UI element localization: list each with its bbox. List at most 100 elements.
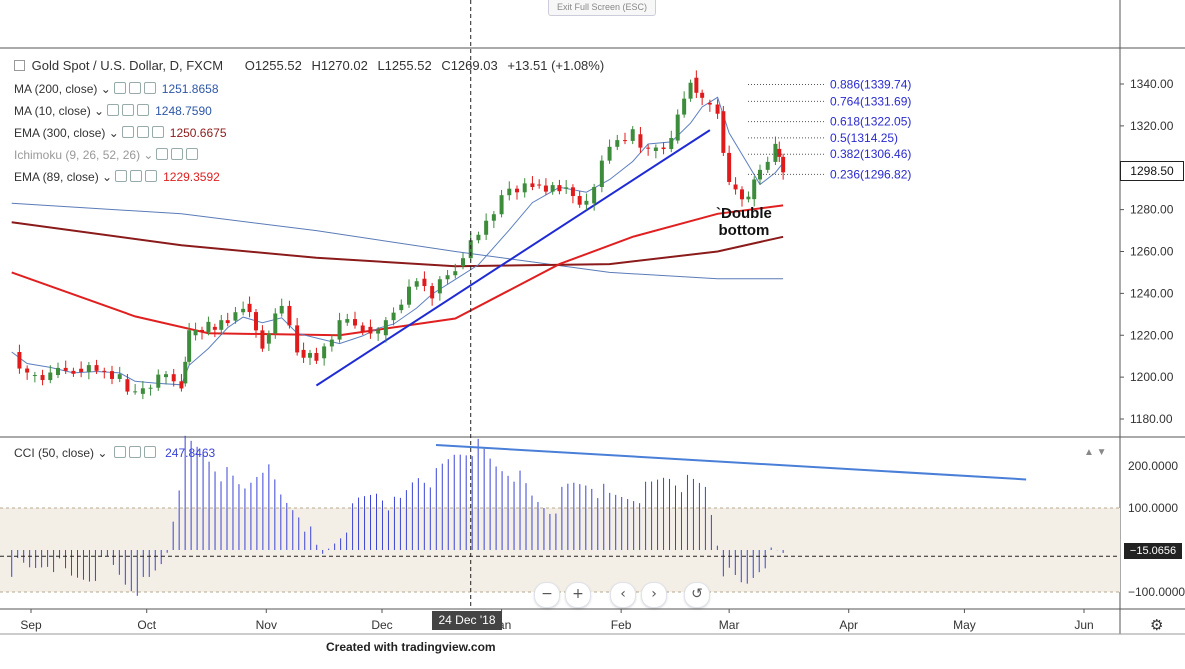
fib-level-label: 0.764(1331.69): [830, 94, 911, 108]
remove-icon[interactable]: [137, 104, 150, 116]
time-tick-label: Oct: [137, 618, 156, 632]
crosshair-date-label: 24 Dec '18: [432, 611, 502, 630]
pane-controls[interactable]: ▲ ▼: [1084, 447, 1107, 458]
candle-body: [623, 140, 627, 142]
fib-level-label: 0.382(1306.46): [830, 147, 911, 161]
candle-body: [700, 92, 705, 98]
footer-credit: Created with tradingview.com: [326, 640, 496, 654]
candle-body: [522, 183, 527, 193]
indicator-label[interactable]: EMA (89, close) ⌄: [14, 170, 113, 184]
candle-body: [63, 367, 68, 371]
cci-value: 247.8463: [165, 446, 216, 460]
remove-icon[interactable]: [145, 170, 158, 182]
candle-body: [247, 303, 252, 313]
candle-body: [773, 143, 778, 162]
indicator-label[interactable]: MA (200, close) ⌄: [14, 82, 111, 96]
candle-body: [430, 286, 435, 299]
candle-body: [461, 258, 465, 267]
candle-body: [273, 313, 278, 334]
double-bottom-annotation: `Double bottom: [716, 205, 772, 239]
cci-current-label: −15.0656: [1124, 543, 1182, 559]
candle-body: [515, 188, 519, 193]
candle-body: [25, 368, 30, 373]
indicator-label[interactable]: EMA (300, close) ⌄: [14, 126, 119, 140]
indicator-label[interactable]: Ichimoku (9, 26, 52, 26) ⌄: [14, 148, 154, 162]
candle-body: [94, 365, 99, 371]
candle-body: [476, 234, 481, 241]
candle-body: [279, 305, 284, 314]
price-tick-label: 1280.00: [1130, 203, 1174, 217]
remove-icon[interactable]: [143, 82, 156, 94]
candle-body: [329, 339, 334, 347]
gear-icon[interactable]: ⚙: [1150, 616, 1164, 634]
candle-body: [266, 333, 271, 344]
candle-body: [682, 98, 687, 115]
current-price-label: 1298.50: [1120, 161, 1184, 181]
remove-icon[interactable]: [151, 126, 164, 138]
candle-body: [254, 312, 258, 331]
candle-body: [740, 189, 744, 200]
eye-icon[interactable]: [156, 148, 169, 160]
candle-body: [376, 330, 381, 334]
candle-body: [48, 372, 53, 381]
fib-level-label: 0.5(1314.25): [830, 131, 898, 145]
symbol-header: Gold Spot / U.S. Dollar, D, FXCM O1255.5…: [14, 58, 604, 73]
candle-body: [537, 184, 542, 186]
candle-body: [360, 325, 365, 332]
remove-icon[interactable]: [143, 446, 156, 458]
settings-small-icon[interactable]: [130, 170, 143, 182]
ohlc-open: O1255.52: [244, 58, 302, 73]
settings-small-icon[interactable]: [128, 82, 141, 94]
indicator-value: 1250.6675: [169, 126, 227, 140]
candle-body: [212, 326, 217, 330]
exit-fullscreen-button[interactable]: Exit Full Screen (ESC): [548, 0, 656, 16]
candle-body: [125, 379, 130, 392]
settings-small-icon[interactable]: [122, 104, 135, 116]
cci-label[interactable]: CCI (50, close): [14, 446, 95, 460]
remove-icon[interactable]: [186, 148, 199, 160]
eye-icon[interactable]: [113, 82, 126, 94]
candle-body: [308, 352, 312, 358]
cci-resistance-trendline: [435, 444, 1027, 481]
indicator-legend-row: Ichimoku (9, 26, 52, 26) ⌄: [14, 148, 204, 162]
eye-icon[interactable]: [107, 104, 120, 116]
candle-body: [219, 320, 224, 330]
cci-band: [0, 508, 1120, 592]
price-tick-label: 1320.00: [1130, 119, 1174, 133]
zoom-out-button[interactable]: −: [534, 582, 560, 608]
ma200-line: [11, 202, 784, 280]
eye-icon[interactable]: [115, 170, 128, 182]
indicator-label[interactable]: MA (10, close) ⌄: [14, 104, 105, 118]
candle-body: [206, 321, 211, 333]
eye-icon[interactable]: [113, 446, 126, 458]
candle-body: [615, 140, 620, 147]
annotation-line2: bottom: [718, 222, 770, 239]
scroll-right-button[interactable]: ›: [641, 582, 667, 608]
eye-icon[interactable]: [121, 126, 134, 138]
settings-small-icon[interactable]: [171, 148, 184, 160]
reset-button[interactable]: ↺: [684, 582, 710, 608]
time-tick-label: Jun: [1074, 618, 1093, 632]
candle-body: [171, 374, 176, 382]
candle-body: [179, 381, 184, 389]
settings-small-icon[interactable]: [136, 126, 149, 138]
candle-body: [422, 278, 427, 287]
settings-small-icon[interactable]: [128, 446, 141, 458]
ohlc-high: H1270.02: [311, 58, 368, 73]
candle-body: [383, 320, 388, 336]
candle-body: [133, 391, 138, 393]
collapse-icon[interactable]: [14, 60, 25, 71]
candle-body: [241, 308, 246, 313]
candle-body: [17, 352, 22, 369]
zoom-in-button[interactable]: +: [565, 582, 591, 608]
candle-body: [550, 185, 555, 192]
scroll-left-button[interactable]: ‹: [610, 582, 636, 608]
candle-body: [110, 371, 114, 379]
candle-body: [752, 179, 757, 200]
indicator-value: 1229.3592: [163, 170, 220, 184]
candle-body: [646, 147, 651, 149]
candle-body: [399, 304, 404, 311]
candle-body: [56, 367, 60, 376]
candle-body: [653, 147, 658, 151]
